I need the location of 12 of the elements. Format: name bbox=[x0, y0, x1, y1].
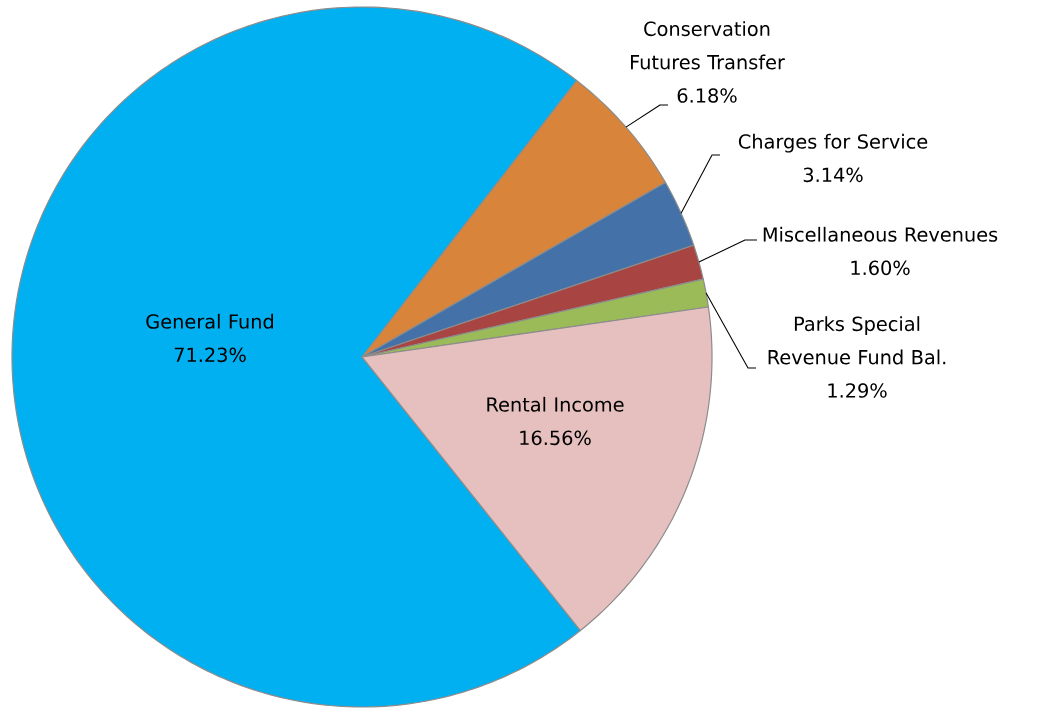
data-label: 1.60% bbox=[851, 260, 910, 276]
data-label: 3.14% bbox=[803, 167, 863, 183]
slice-label: Charges for Service bbox=[738, 133, 928, 153]
slice-label: Rental Income bbox=[487, 396, 624, 412]
data-label: 6.18% bbox=[677, 88, 737, 103]
data-label: 16.56% bbox=[520, 430, 591, 446]
data-label: 1.29% bbox=[828, 383, 887, 398]
data-label: 71.23% bbox=[174, 347, 246, 363]
slice-label: Conservation Futures Transfer bbox=[631, 21, 785, 70]
slice-label: General Fund bbox=[146, 313, 273, 329]
slice-label: Parks Special Revenue Fund Bal. bbox=[768, 316, 946, 365]
slice-label: Miscellaneous Revenues bbox=[763, 226, 998, 242]
